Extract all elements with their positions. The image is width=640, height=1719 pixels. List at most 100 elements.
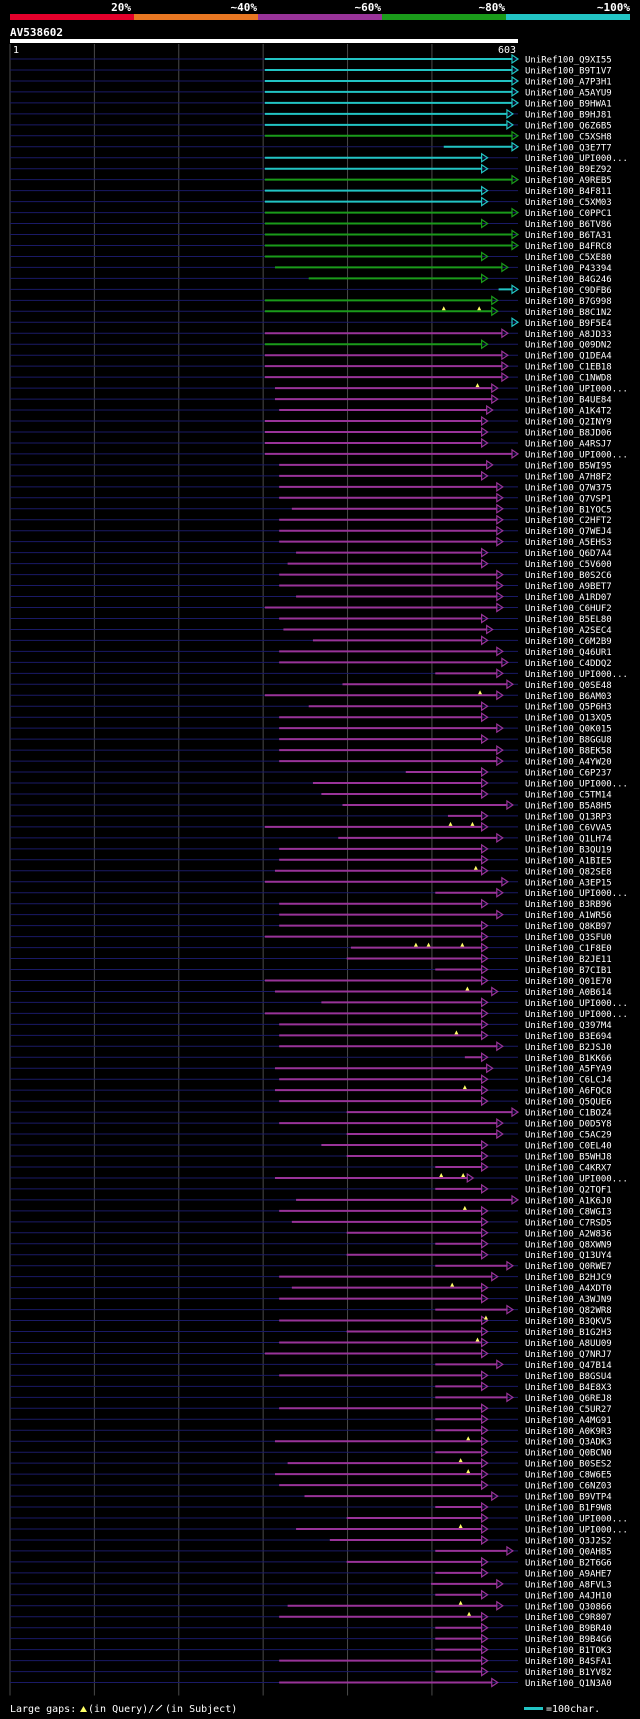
hit-row: UniRef100_C4KRX7 bbox=[10, 1161, 612, 1173]
hit-label: UniRef100_B1YOC5 bbox=[525, 505, 612, 515]
hit-row: UniRef100_Q3J2S2 bbox=[10, 1534, 612, 1546]
hit-arrowhead bbox=[466, 1172, 475, 1184]
hit-arrowhead bbox=[506, 1260, 515, 1271]
hit-row: UniRef100_UPI000... bbox=[10, 1008, 628, 1020]
query-gap-marker bbox=[450, 1282, 455, 1287]
hit-label: UniRef100_A5FYA9 bbox=[525, 1065, 612, 1075]
hit-arrowhead bbox=[481, 558, 489, 569]
hit-arrowhead bbox=[481, 1052, 489, 1063]
hit-row: UniRef100_UPI000... bbox=[10, 668, 628, 680]
hit-row: UniRef100_A4RSJ7 bbox=[10, 437, 612, 449]
hit-arrowhead bbox=[481, 821, 489, 833]
hit-arrowhead bbox=[481, 843, 489, 854]
hit-row: UniRef100_Q2INY9 bbox=[10, 415, 612, 428]
hit-row: UniRef100_Q1LH74 bbox=[10, 832, 612, 844]
query-end-label: 603 bbox=[498, 45, 516, 56]
hit-arrowhead bbox=[481, 997, 489, 1008]
hit-row: UniRef100_B5WHJ8 bbox=[10, 1150, 612, 1163]
hit-label: UniRef100_B2T6G6 bbox=[525, 1558, 612, 1568]
hit-arrowhead bbox=[491, 1677, 499, 1688]
hit-label: UniRef100_B9B4G6 bbox=[525, 1635, 612, 1645]
hit-arrowhead bbox=[481, 1019, 489, 1030]
hit-arrowhead bbox=[491, 393, 499, 405]
hit-label: UniRef100_Q7VSP1 bbox=[525, 494, 612, 504]
hit-row: UniRef100_A8FVL3 bbox=[10, 1578, 612, 1590]
hit-row: UniRef100_B1TOK3 bbox=[10, 1644, 612, 1656]
hit-row: UniRef100_Q82WR8 bbox=[10, 1304, 612, 1316]
query-gap-marker bbox=[483, 1315, 488, 1320]
hit-label: UniRef100_B4E8X3 bbox=[525, 1383, 612, 1393]
query-title: AV538602 bbox=[10, 26, 63, 39]
hit-label: UniRef100_A8UU09 bbox=[525, 1339, 612, 1349]
hit-arrowhead bbox=[511, 317, 520, 328]
hit-row: UniRef100_B9HJ81 bbox=[10, 108, 612, 120]
hit-arrowhead bbox=[511, 86, 520, 98]
hit-label: UniRef100_A4MG91 bbox=[525, 1416, 612, 1426]
hit-label: UniRef100_A7H8F2 bbox=[525, 472, 612, 482]
hit-arrowhead bbox=[506, 799, 515, 811]
scale-segment-4 bbox=[382, 14, 506, 20]
hit-arrowhead bbox=[481, 1008, 489, 1019]
hit-label: UniRef100_A2W836 bbox=[525, 1229, 612, 1239]
hit-row: UniRef100_A4JH10 bbox=[10, 1589, 612, 1601]
hit-label: UniRef100_Q1LH74 bbox=[525, 834, 612, 844]
hit-label: UniRef100_A4JH10 bbox=[525, 1591, 612, 1601]
hit-label: UniRef100_B9F5E4 bbox=[525, 319, 612, 329]
hit-label: UniRef100_C6HUF2 bbox=[525, 604, 612, 614]
hit-arrowhead bbox=[486, 624, 494, 635]
hit-label: UniRef100_A0B614 bbox=[525, 988, 612, 998]
hit-arrowhead bbox=[496, 744, 504, 756]
hit-label: UniRef100_Q82SE8 bbox=[525, 867, 612, 877]
hit-arrowhead bbox=[481, 777, 489, 789]
hit-label: UniRef100_B4SFA1 bbox=[525, 1657, 612, 1667]
hit-arrowhead bbox=[481, 1227, 489, 1238]
hit-label: UniRef100_C5XM03 bbox=[525, 198, 612, 208]
hit-label: UniRef100_B3RB96 bbox=[525, 900, 612, 910]
hit-label: UniRef100_D0D5Y8 bbox=[525, 1120, 612, 1130]
hit-row: UniRef100_B8C1N2 bbox=[10, 306, 612, 318]
hit-row: UniRef100_B9T1V7 bbox=[10, 64, 612, 76]
hit-row: UniRef100_A2W836 bbox=[10, 1227, 612, 1239]
hit-row: UniRef100_A1RD07 bbox=[10, 591, 612, 603]
hit-arrowhead bbox=[496, 525, 504, 536]
hit-label: UniRef100_C5TM14 bbox=[525, 790, 612, 800]
hit-label: UniRef100_A1BIE5 bbox=[525, 856, 612, 866]
hit-row: UniRef100_C5XE80 bbox=[10, 251, 612, 263]
hit-arrowhead bbox=[481, 1249, 489, 1260]
hit-row: UniRef100_B2JSJ0 bbox=[10, 1041, 612, 1053]
hit-label: UniRef100_B2JSJ0 bbox=[525, 1043, 612, 1053]
hit-arrowhead bbox=[511, 240, 520, 251]
hit-label: UniRef100_C5AC29 bbox=[525, 1131, 612, 1141]
scale-label-100: ~100% bbox=[597, 1, 630, 14]
hit-row: UniRef100_C5XSH8 bbox=[10, 130, 612, 142]
hit-arrowhead bbox=[496, 1128, 504, 1140]
hit-row: UniRef100_B8JD06 bbox=[10, 426, 612, 438]
hit-label: UniRef100_C9R807 bbox=[525, 1613, 612, 1623]
hit-arrowhead bbox=[481, 1326, 489, 1337]
hit-label: UniRef100_Q01E70 bbox=[525, 977, 612, 987]
hit-arrowhead bbox=[481, 953, 489, 964]
hit-row: UniRef100_Q2TQF1 bbox=[10, 1183, 612, 1195]
hit-row: UniRef100_B9HWA1 bbox=[10, 97, 612, 109]
hit-arrowhead bbox=[481, 1622, 489, 1633]
legend: Large gaps: (in Query)/ (in Subject) =10… bbox=[10, 1704, 600, 1715]
hit-row: UniRef100_A5AYU9 bbox=[10, 86, 612, 98]
hit-label: UniRef100_A2SEC4 bbox=[525, 626, 612, 636]
hit-row: UniRef100_Q30866 bbox=[10, 1600, 612, 1612]
hit-label: UniRef100_UPI000... bbox=[525, 1525, 628, 1535]
hit-label: UniRef100_B1KK66 bbox=[525, 1054, 612, 1064]
hit-row: UniRef100_Q5QUE6 bbox=[10, 1096, 612, 1108]
hit-row: UniRef100_UPI000... bbox=[10, 1512, 628, 1525]
identity-scale-bar bbox=[10, 14, 630, 20]
hit-label: UniRef100_Q5P6H3 bbox=[525, 703, 612, 713]
hit-arrowhead bbox=[481, 218, 489, 229]
query-gap-marker bbox=[475, 383, 480, 388]
hit-arrowhead bbox=[496, 887, 504, 898]
hit-row: UniRef100_B8GGU8 bbox=[10, 734, 612, 746]
hit-label: UniRef100_B3QU19 bbox=[525, 845, 612, 855]
query-gap-marker bbox=[470, 821, 475, 826]
hit-arrowhead bbox=[511, 75, 520, 87]
hit-row: UniRef100_P43394 bbox=[10, 262, 612, 274]
hit-row: UniRef100_A4MG91 bbox=[10, 1414, 612, 1426]
hit-row: UniRef100_B1F9W8 bbox=[10, 1501, 612, 1514]
